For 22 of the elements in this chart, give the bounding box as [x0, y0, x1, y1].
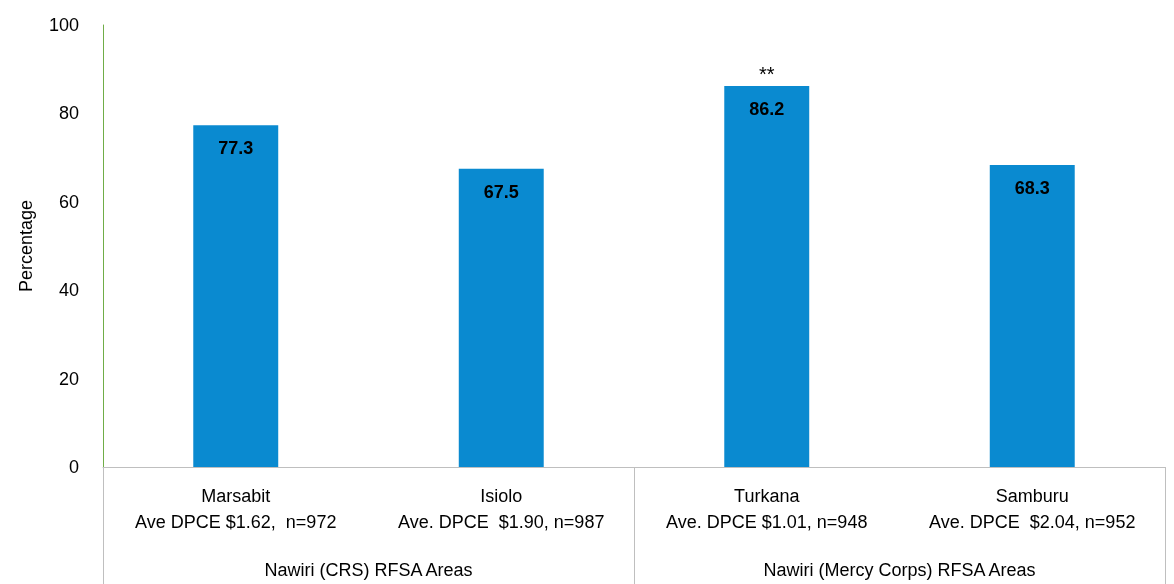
y-tick-label: 0	[68, 457, 79, 477]
bar	[193, 125, 279, 467]
bar	[458, 168, 544, 467]
y-tick-label: 60	[58, 191, 79, 212]
bar	[989, 165, 1075, 467]
bar	[724, 86, 810, 467]
data-label: 67.5	[483, 181, 519, 202]
data-label: 68.3	[1014, 178, 1050, 199]
text: Nawiri (Mercy Corps) RFSA Areas	[763, 560, 1036, 580]
data-label: 77.3	[218, 138, 254, 159]
text: Nawiri (CRS) RFSA Areas	[264, 560, 473, 580]
annotation: **	[758, 63, 775, 85]
y-tick-label: 40	[58, 280, 79, 301]
y-tick-label: 100	[48, 15, 79, 35]
y-tick-label: 80	[58, 103, 79, 124]
x-tick-label: Marsabit Ave DPCE $1.62, n=972	[135, 486, 337, 532]
x-tick-label: Turkana Ave. DPCE $1.01, n=948	[666, 486, 868, 532]
y-tick-label: 20	[58, 368, 79, 389]
x-tick-label: Samburu Ave. DPCE $2.04, n=952	[929, 486, 1136, 532]
y-axis-title: Percentage	[16, 199, 36, 293]
x-tick-label: Isiolo Ave. DPCE $1.90, n=987	[398, 486, 605, 532]
data-label: 86.2	[749, 99, 785, 119]
